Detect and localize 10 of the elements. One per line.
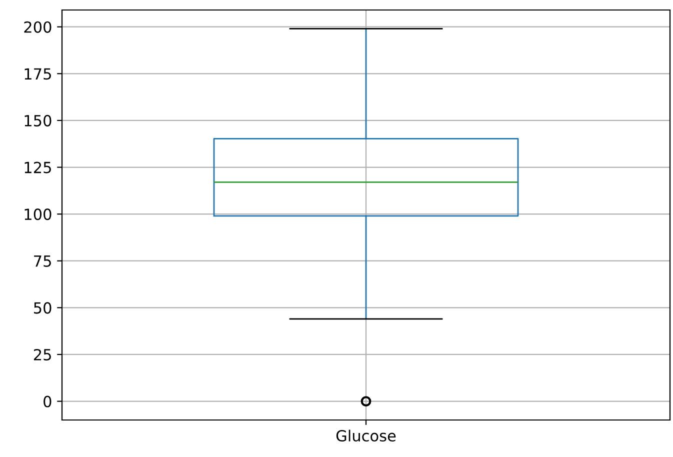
y-tick-label: 25 [34,348,51,360]
y-tick-label: 75 [34,256,51,267]
y-tick-label: 150 [24,114,52,126]
y-tick-label: 125 [24,162,51,174]
y-tick-label: 200 [24,21,52,33]
y-tick-label: 175 [24,68,51,80]
y-tick-label: 50 [34,302,52,314]
y-tick-label: 100 [24,208,52,220]
y-tick-label: 0 [44,396,52,408]
x-tick-label: Glucose [336,430,396,442]
